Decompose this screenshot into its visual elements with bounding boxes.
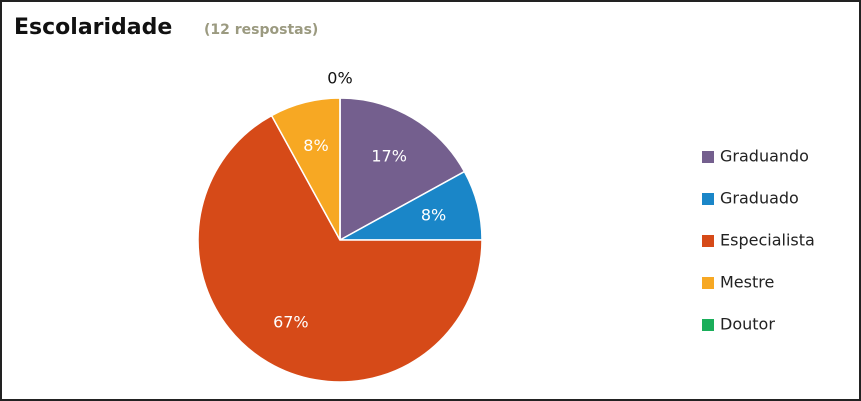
slice-label: 8% [303,136,328,155]
legend-label: Graduando [720,147,809,166]
legend-swatch [702,151,714,163]
legend-label: Doutor [720,315,775,334]
slice-label: 67% [273,313,309,332]
slice-label: 0% [327,69,352,88]
slice-label: 8% [421,205,446,224]
legend-swatch [702,319,714,331]
chart-title: Escolaridade [14,15,172,40]
legend-label: Graduado [720,189,799,208]
legend-swatch [702,193,714,205]
legend-swatch [702,235,714,247]
legend-label: Mestre [720,273,774,292]
slice-label: 17% [371,146,407,165]
chart-subtitle: (12 respostas) [204,22,318,38]
pie-slice [197,114,483,383]
legend-label: Especialista [720,231,815,250]
pie-slice [339,97,466,242]
legend-swatch [702,277,714,289]
